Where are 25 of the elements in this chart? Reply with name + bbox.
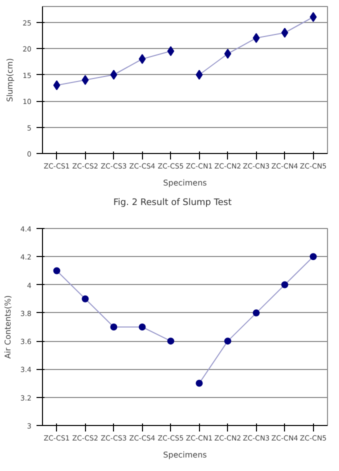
point	[53, 80, 60, 90]
point	[252, 33, 260, 43]
point	[196, 380, 203, 387]
point	[167, 338, 174, 345]
y-axis-title: Slump(cm)	[6, 58, 15, 102]
point	[138, 54, 146, 64]
point	[224, 338, 232, 345]
point	[110, 70, 118, 80]
point	[82, 295, 89, 302]
point	[281, 281, 288, 288]
point	[110, 324, 118, 330]
point	[224, 48, 232, 59]
caption: Fig. 2 Result of Slump Test	[113, 197, 232, 210]
point	[53, 267, 60, 274]
point	[167, 46, 174, 56]
point	[138, 324, 146, 330]
point	[252, 309, 260, 316]
x-axis-title: Specimens	[163, 178, 207, 188]
point	[310, 253, 317, 260]
point	[310, 12, 317, 22]
x-axis-title: Specimens	[163, 450, 207, 460]
point	[82, 75, 89, 85]
y-axis-title: Air Contents(%)	[3, 295, 12, 359]
point	[196, 70, 203, 80]
point	[281, 28, 288, 38]
